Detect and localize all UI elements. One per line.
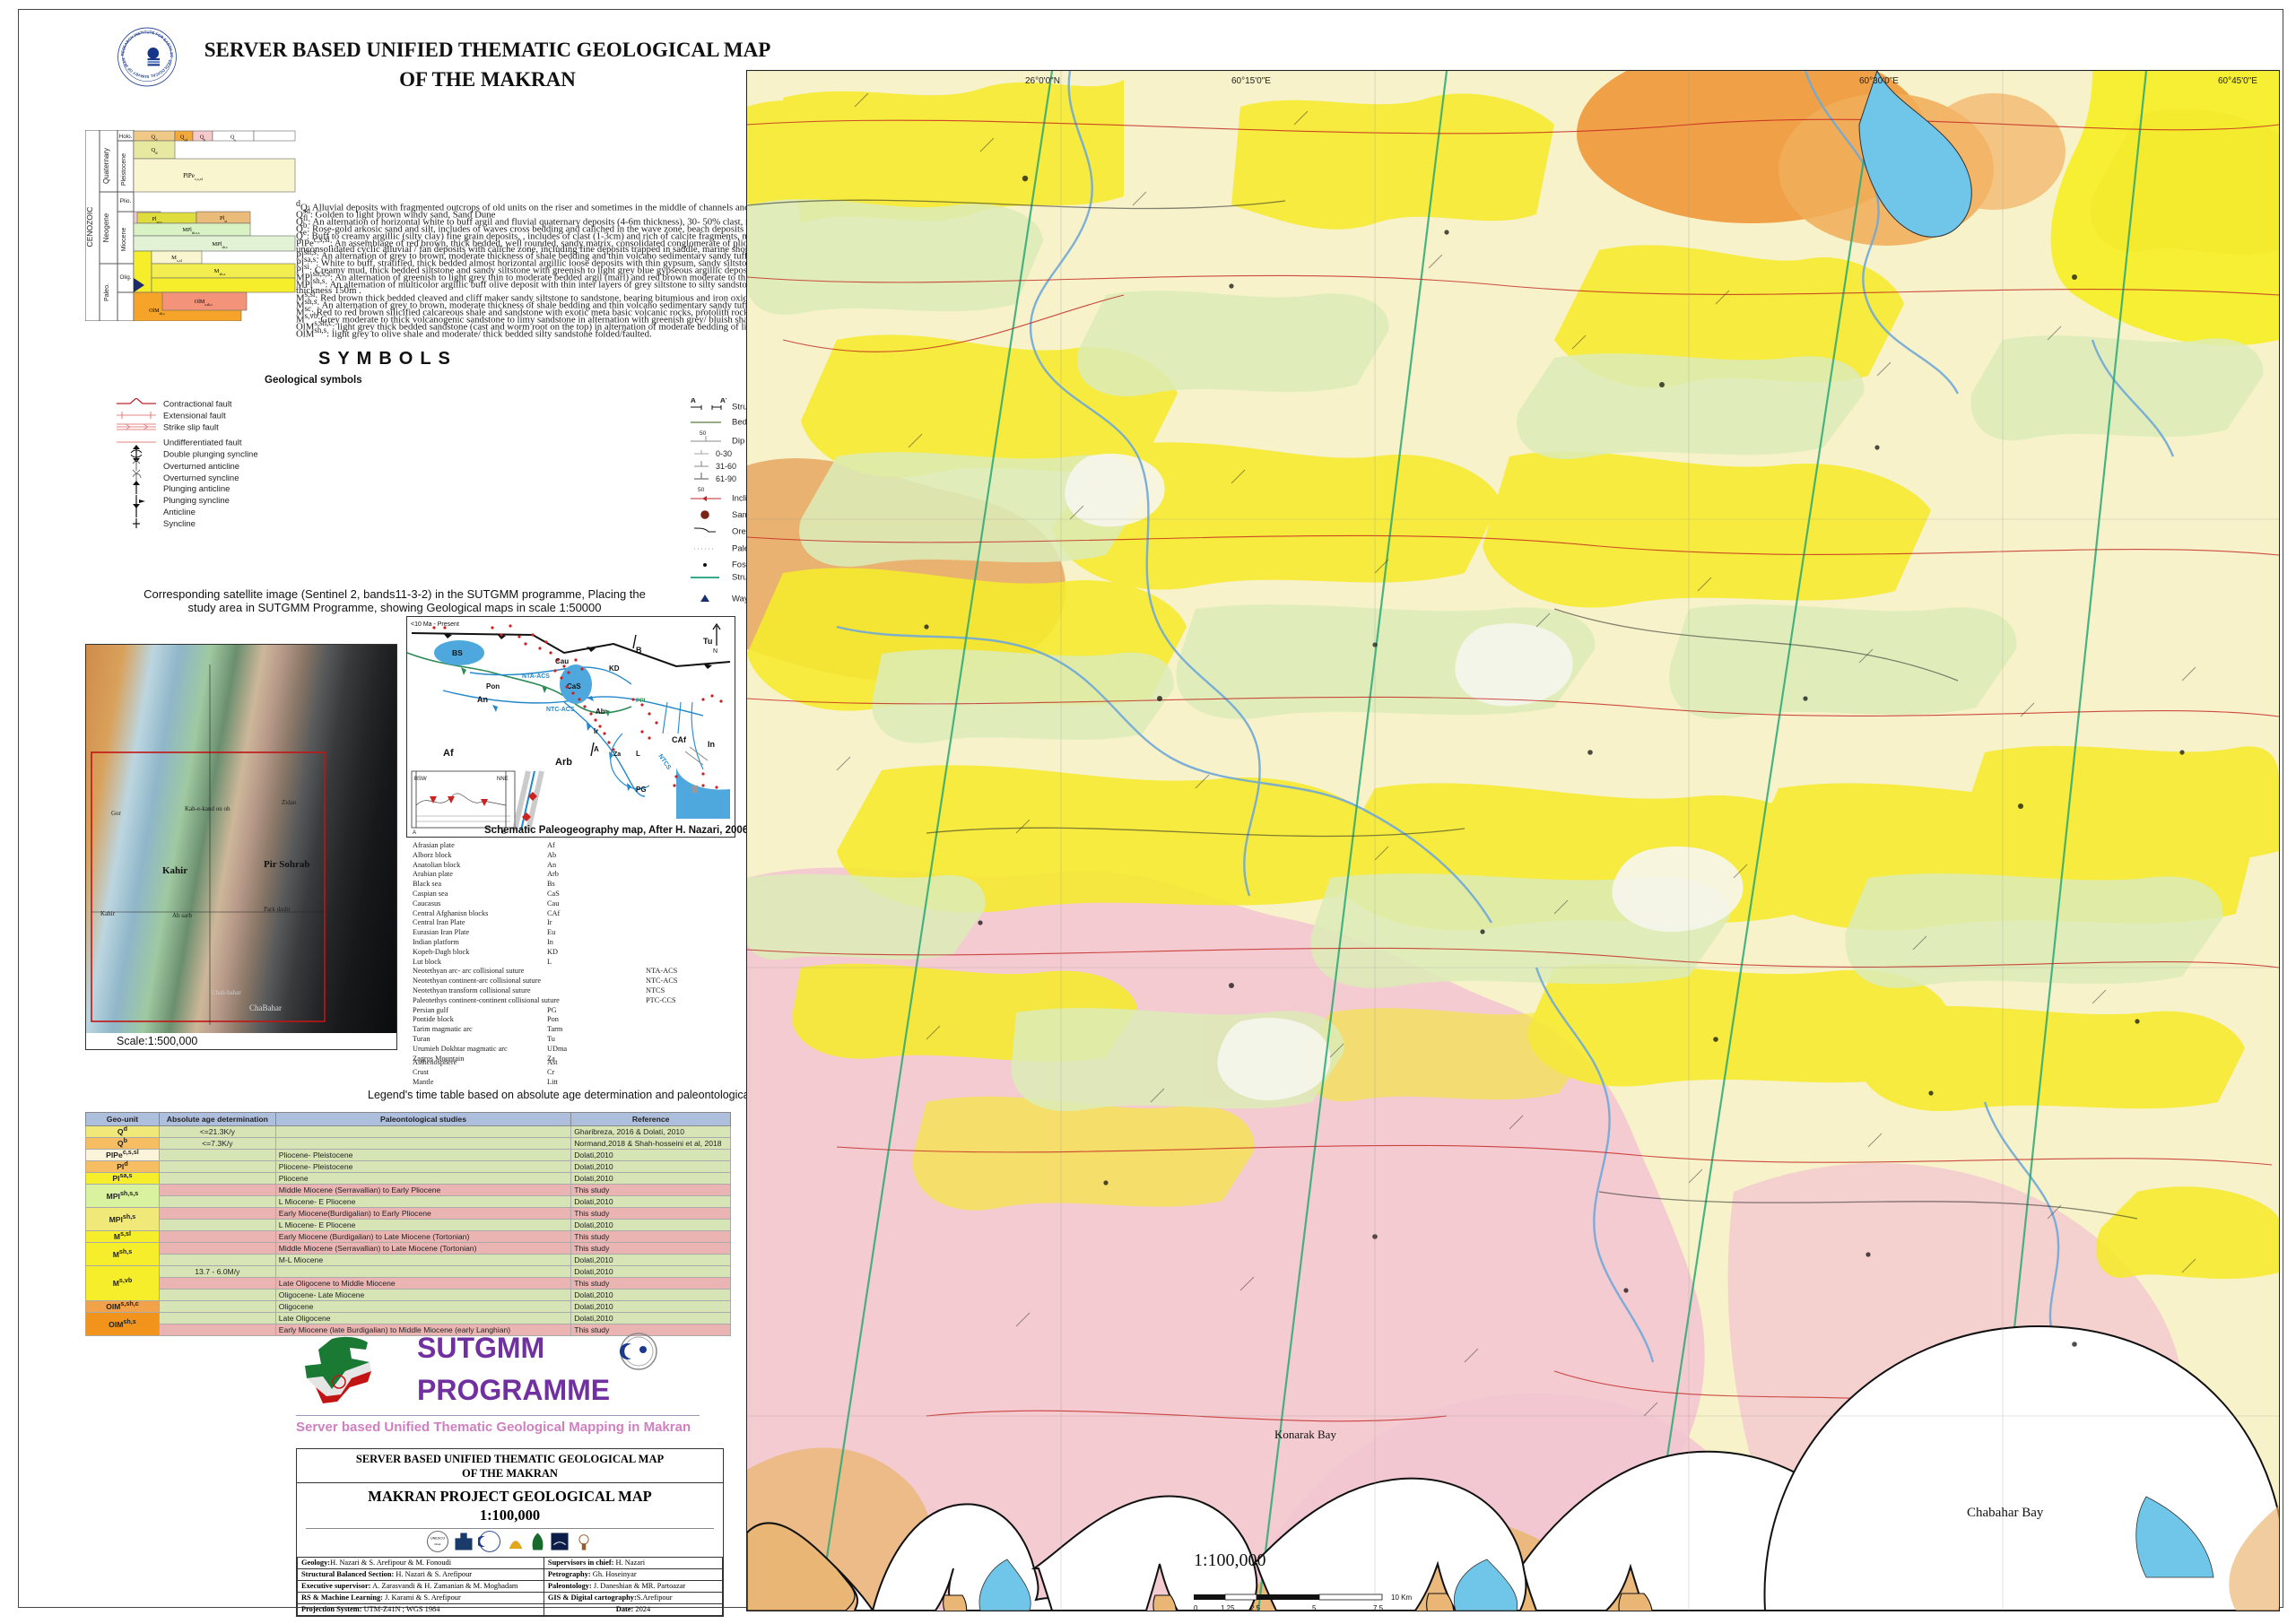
svg-text:Kah-e-kand on oh: Kah-e-kand on oh <box>185 805 230 812</box>
svg-text:10 Km: 10 Km <box>1391 1594 1412 1602</box>
svg-text:An: An <box>477 695 488 704</box>
svg-text:B: B <box>636 646 642 655</box>
svg-text:NTA-ACS: NTA-ACS <box>522 673 550 680</box>
svg-text:Double plunging syncline: Double plunging syncline <box>163 450 258 460</box>
svg-text:CAf: CAf <box>672 735 687 744</box>
svg-text:Arb: Arb <box>555 757 572 768</box>
svg-text:CaS: CaS <box>567 682 581 690</box>
svg-text:BS: BS <box>452 648 463 657</box>
svg-text:26°0'0"N: 26°0'0"N <box>1025 76 1060 86</box>
svg-text:Gor: Gor <box>111 810 122 817</box>
svg-text:Za: Za <box>613 751 621 758</box>
svg-text:N: N <box>713 648 718 655</box>
svg-text:ChaBahar: ChaBahar <box>249 1003 282 1012</box>
svg-text:50: 50 <box>698 487 705 493</box>
svg-text:L: L <box>636 750 640 758</box>
svg-text:1.25: 1.25 <box>1221 1604 1235 1611</box>
svg-text:A: A <box>594 745 599 753</box>
svg-text:PG: PG <box>636 786 647 794</box>
svg-text:Extensional fault: Extensional fault <box>163 412 226 421</box>
svg-text:Cau: Cau <box>555 657 569 665</box>
svg-text:Undifferentiated fault: Undifferentiated fault <box>163 439 242 448</box>
svg-text:Konarak Bay: Konarak Bay <box>1274 1428 1336 1441</box>
svg-text:Park dasht: Park dasht <box>264 906 290 913</box>
svg-text:Pir Sohrab: Pir Sohrab <box>264 859 309 870</box>
svg-text:Kahir: Kahir <box>100 910 116 917</box>
svg-text:Chair: Chair <box>434 1541 440 1545</box>
svg-text:PPl: PPl <box>636 698 646 704</box>
svg-text:61-90: 61-90 <box>716 474 736 483</box>
svg-text:Ab sarb: Ab sarb <box>172 912 192 919</box>
svg-text:A': A' <box>720 398 727 404</box>
svg-text:Syncline: Syncline <box>163 519 196 528</box>
svg-text:Plunging syncline: Plunging syncline <box>163 496 230 506</box>
svg-text:GEOLOGICAL SURVEY OF IRAN: GEOLOGICAL SURVEY OF IRAN <box>121 57 173 79</box>
svg-text:Quaternary: Quaternary <box>102 148 110 184</box>
svg-text:Pleistocene: Pleistocene <box>121 153 127 186</box>
svg-text:7.5: 7.5 <box>1373 1604 1384 1611</box>
svg-text:Overturned anticline: Overturned anticline <box>163 462 239 472</box>
svg-text:KD: KD <box>609 664 620 673</box>
svg-text:UNESCO: UNESCO <box>430 1536 445 1540</box>
svg-text:0-30: 0-30 <box>716 449 732 458</box>
svg-text:NTCS: NTCS <box>657 753 672 771</box>
svg-text:50: 50 <box>700 430 707 437</box>
svg-text:In: In <box>708 740 715 749</box>
svg-text:RESEARCH INSTITUTE FOR EARTH S: RESEARCH INSTITUTE FOR EARTH SCIENCES <box>117 26 174 57</box>
svg-text:Zidan: Zidan <box>282 799 297 806</box>
svg-text:Chah-bahar: Chah-bahar <box>212 989 241 996</box>
svg-text:60°15'0"E: 60°15'0"E <box>1231 76 1271 86</box>
svg-text:A: A <box>691 398 696 404</box>
svg-text:5: 5 <box>1312 1604 1317 1611</box>
svg-text:Chabahar Bay: Chabahar Bay <box>1967 1506 2044 1520</box>
svg-text:0: 0 <box>1194 1604 1198 1611</box>
svg-text:Olig.: Olig. <box>120 274 132 281</box>
svg-text:Ir: Ir <box>594 727 598 735</box>
svg-text:2.5: 2.5 <box>1250 1604 1261 1611</box>
svg-text:Kahir: Kahir <box>162 865 187 876</box>
svg-text:Ab: Ab <box>596 708 605 716</box>
svg-text:Holo.: Holo. <box>119 134 133 140</box>
svg-text:Miocene: Miocene <box>121 228 127 252</box>
svg-text:31-60: 31-60 <box>716 462 736 471</box>
svg-text:Paleo.: Paleo. <box>104 283 110 301</box>
svg-text:Anticline: Anticline <box>163 508 196 517</box>
svg-text:Strike slip fault: Strike slip fault <box>163 423 219 433</box>
svg-text:Contractional fault: Contractional fault <box>163 400 232 410</box>
svg-text:Plio.: Plio. <box>120 198 132 204</box>
svg-text:Overturned syncline: Overturned syncline <box>163 473 239 483</box>
svg-text:NNE: NNE <box>497 777 509 782</box>
svg-text:1:100,000: 1:100,000 <box>1194 1550 1266 1570</box>
svg-text:Plunging anticline: Plunging anticline <box>163 484 230 494</box>
svg-text:60°30'0"E: 60°30'0"E <box>1859 76 1899 86</box>
svg-text:Neogene: Neogene <box>102 213 110 242</box>
svg-text:A: A <box>413 830 416 836</box>
svg-text:60°45'0"E: 60°45'0"E <box>2218 76 2257 86</box>
svg-text:Af: Af <box>443 748 454 759</box>
svg-text:NTC-ACS: NTC-ACS <box>546 707 575 713</box>
svg-text:Pon: Pon <box>486 682 500 690</box>
svg-text:CENOZOIC: CENOZOIC <box>85 207 94 248</box>
svg-text:Tu: Tu <box>703 637 712 646</box>
